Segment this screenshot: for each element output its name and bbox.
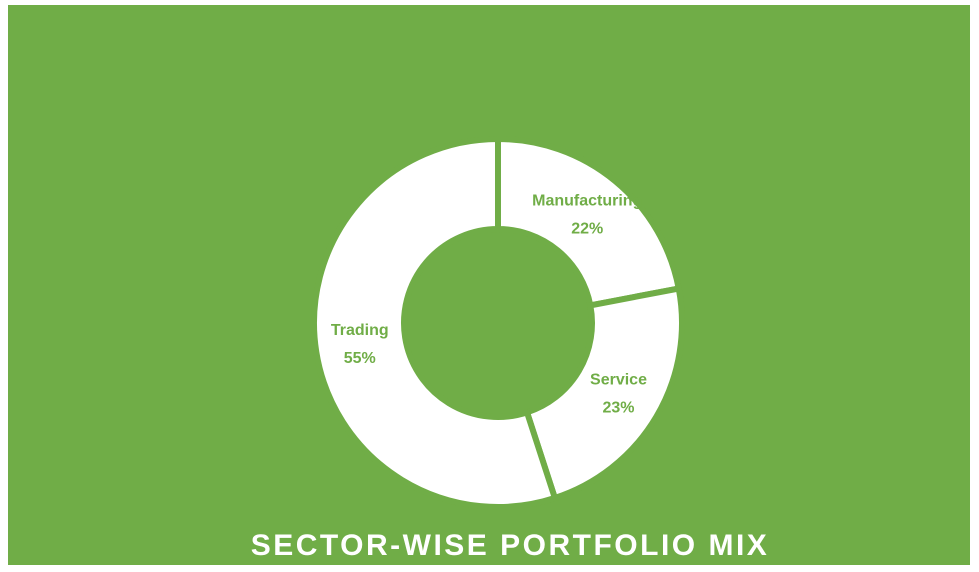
slice-value-label: 22% xyxy=(571,220,603,237)
donut-slice xyxy=(495,135,683,309)
slice-label: Trading xyxy=(331,322,389,339)
donut-slice xyxy=(523,285,685,502)
slice-label: Manufacturing xyxy=(532,192,642,209)
slice-value-label: 55% xyxy=(344,350,376,367)
chart-title: SECTOR-WISE PORTFOLIO MIX xyxy=(251,529,770,562)
donut-slice xyxy=(311,135,559,510)
slice-value-label: 23% xyxy=(602,399,634,416)
slice-label: Service xyxy=(590,371,647,388)
